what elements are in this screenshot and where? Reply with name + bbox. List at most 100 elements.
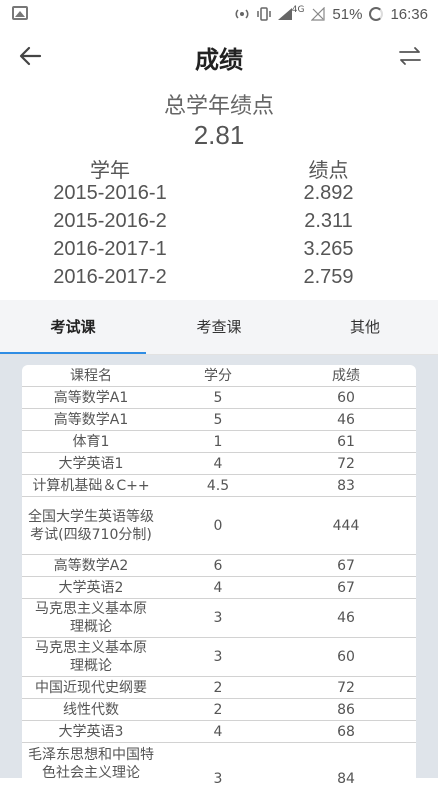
image-notification-icon	[12, 6, 28, 20]
credit-cell: 6	[213, 557, 223, 574]
total-gpa-title: 总学年绩点	[163, 94, 274, 119]
battery-percent: 51%	[332, 5, 363, 23]
course-name-cell: 马克思主义基本原理概论	[35, 601, 147, 635]
course-name-cell: 高等数学A1	[53, 411, 129, 428]
vibrate-icon	[256, 7, 271, 21]
table-row: 大学英语1 4 72	[22, 453, 416, 475]
tab-other-courses[interactable]: 其他	[349, 318, 380, 336]
year-gpa-table: 学年 绩点 2015-2016-1 2.892 2015-2016-2 2.31…	[0, 154, 438, 294]
course-name-cell: 大学英语3	[58, 723, 124, 740]
score-cell: 67	[337, 579, 355, 596]
total-gpa-value: 2.81	[193, 120, 245, 150]
score-cell: 60	[337, 649, 355, 665]
credit-cell: 3	[213, 771, 223, 787]
app-bar: 成绩	[0, 28, 438, 84]
switch-button[interactable]	[394, 40, 426, 72]
tab-assessment-courses[interactable]: 考查课	[196, 318, 242, 336]
course-name-cell: 计算机基础＆C++	[32, 477, 150, 494]
no-signal-icon	[310, 6, 326, 21]
gpa-cell: 3.265	[303, 238, 354, 260]
year-gpa-row: 2015-2016-2 2.311	[0, 210, 438, 238]
clock: 16:36	[390, 5, 428, 23]
course-name-cell: 马克思主义基本原理概论	[35, 640, 147, 674]
credit-header: 学分	[204, 367, 232, 384]
grades-table: 课程名 学分 成绩 高等数学A1 5 60 高等数学A1 5 46 体育1 1 …	[22, 365, 416, 795]
score-cell: 83	[337, 477, 355, 494]
course-name-header: 课程名	[70, 367, 112, 384]
score-cell: 72	[337, 455, 355, 472]
credit-cell: 3	[213, 649, 223, 665]
credit-cell: 3	[213, 610, 223, 626]
course-name-cell: 大学英语1	[58, 455, 124, 472]
year-cell: 2016-2017-1	[53, 238, 167, 260]
status-bar: 4G 51% 16:36	[0, 0, 438, 28]
score-cell: 444	[332, 517, 360, 534]
table-row: 高等数学A2 6 67	[22, 555, 416, 577]
table-row: 高等数学A1 5 46	[22, 409, 416, 431]
year-column-header: 学年	[90, 158, 130, 182]
credit-cell: 2	[213, 679, 223, 696]
year-gpa-row: 2015-2016-1 2.892	[0, 182, 438, 210]
gpa-cell: 2.311	[304, 210, 353, 232]
table-row: 全国大学生英语等级考试(四级710分制) 0 444	[22, 497, 416, 555]
course-name-cell: 毛泽东思想和中国特色社会主义理论	[28, 747, 154, 781]
credit-cell: 0	[213, 517, 223, 534]
arrow-left-icon	[19, 46, 42, 66]
gpa-column-header: 绩点	[308, 158, 349, 182]
score-cell: 61	[337, 433, 355, 450]
swap-arrows-icon	[399, 47, 421, 65]
score-cell: 86	[337, 701, 355, 718]
score-cell: 84	[337, 771, 355, 787]
score-cell: 46	[337, 610, 355, 626]
credit-cell: 4	[213, 579, 223, 596]
course-name-cell: 大学英语2	[58, 579, 124, 596]
hotspot-icon	[235, 7, 249, 21]
year-gpa-row: 2016-2017-2 2.759	[0, 266, 438, 294]
table-row: 体育1 1 61	[22, 431, 416, 453]
year-cell: 2015-2016-2	[53, 210, 167, 232]
year-gpa-row: 2016-2017-1 3.265	[0, 238, 438, 266]
course-name-cell: 线性代数	[63, 701, 119, 718]
course-name-cell: 高等数学A1	[53, 389, 129, 406]
credit-cell: 5	[213, 411, 223, 428]
score-cell: 68	[337, 723, 355, 740]
table-row: 马克思主义基本原理概论 3 46	[22, 599, 416, 638]
signal-icon	[277, 7, 292, 21]
course-name-cell: 中国近现代史纲要	[35, 679, 147, 696]
status-bar-right: 4G 51% 16:36	[235, 4, 428, 24]
course-name-cell: 高等数学A2	[53, 557, 129, 574]
grades-table-area[interactable]: 课程名 学分 成绩 高等数学A1 5 60 高等数学A1 5 46 体育1 1 …	[0, 355, 438, 795]
battery-icon	[369, 7, 384, 21]
table-row: 大学英语3 4 68	[22, 721, 416, 743]
course-name-cell: 体育1	[72, 433, 110, 450]
credit-cell: 2	[213, 701, 223, 718]
table-row: 线性代数 2 86	[22, 699, 416, 721]
year-cell: 2016-2017-2	[53, 266, 167, 288]
year-gpa-header: 学年 绩点	[0, 154, 438, 182]
credit-cell: 4	[213, 455, 223, 472]
table-row: 计算机基础＆C++ 4.5 83	[22, 475, 416, 497]
table-row: 中国近现代史纲要 2 72	[22, 677, 416, 699]
year-cell: 2015-2016-1	[53, 182, 167, 204]
network-label: 4G	[291, 5, 305, 15]
credit-cell: 5	[213, 389, 223, 406]
tab-exam-courses[interactable]: 考试课	[50, 318, 96, 336]
gpa-cell: 2.759	[303, 266, 354, 288]
score-cell: 67	[337, 557, 355, 574]
credit-cell: 4	[213, 723, 223, 740]
score-cell: 60	[337, 389, 355, 406]
table-header-row: 课程名 学分 成绩	[22, 365, 416, 387]
score-cell: 72	[337, 679, 355, 696]
course-name-cell: 全国大学生英语等级考试(四级710分制)	[28, 508, 154, 543]
gpa-cell: 2.892	[303, 182, 354, 204]
back-button[interactable]	[14, 40, 46, 72]
table-row: 毛泽东思想和中国特色社会主义理论 3 84	[22, 743, 416, 788]
score-header: 成绩	[332, 367, 360, 384]
credit-cell: 4.5	[206, 477, 230, 494]
credit-cell: 1	[213, 433, 223, 450]
tab-indicator	[0, 352, 146, 354]
course-type-tabs: 考试课 考查课 其他	[0, 300, 438, 355]
table-row: 大学英语2 4 67	[22, 577, 416, 599]
score-cell: 46	[337, 411, 355, 428]
table-row: 马克思主义基本原理概论 3 60	[22, 638, 416, 677]
